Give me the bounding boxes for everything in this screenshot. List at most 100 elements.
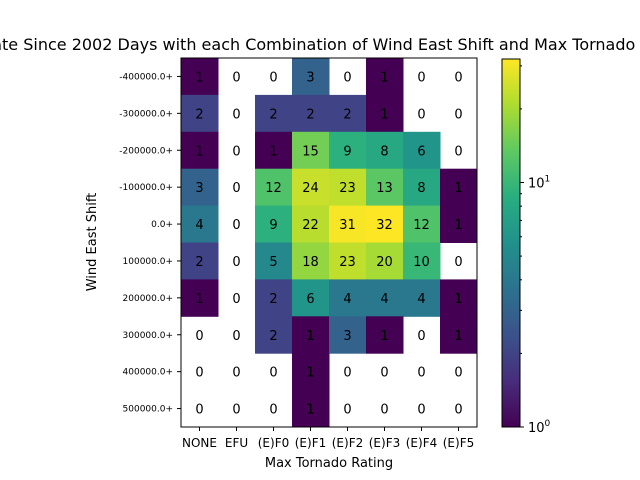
cell-labels: 1 0 0 3 0 1 0 02 0 2 2 2 1 0 01 0 1 15 9 8 6 03 0 12 24 23 13 8 14 0 9… [195, 70, 462, 417]
x-tick-label: EFU [225, 436, 248, 450]
cell-value-label: 9 [343, 144, 351, 159]
cell-value-label: 0 [343, 366, 351, 381]
cell-value-label: 4 [343, 292, 351, 307]
cell-value-label: 0 [454, 70, 462, 85]
cell-value-label: 13 [376, 181, 393, 196]
cell-value-label: 2 [269, 107, 277, 122]
cell-value-label: 1 [454, 292, 462, 307]
cell-value-label: 31 [339, 218, 356, 233]
heatmap-cell [255, 316, 293, 354]
cell-value-label: 2 [306, 107, 314, 122]
y-axis-ticks: -400000.0+ -300000.0+ -200000.0+ -100000.0+… [119, 72, 181, 415]
heatmap-cell [255, 131, 293, 170]
y-tick-label: -200000.0+ [119, 146, 173, 156]
cell-value-label: 0 [232, 329, 240, 344]
heatmap-cell [292, 390, 330, 428]
cell-value-label: 12 [413, 218, 430, 233]
cell-value-label: 1 [195, 292, 203, 307]
heatmap-cell [292, 279, 330, 317]
heatmap-cell [403, 242, 441, 280]
heatmap-cell [181, 242, 219, 280]
cell-value-label: 1 [306, 329, 314, 344]
y-tick-label: 500000.0+ [123, 405, 173, 415]
heatmap-cell [292, 205, 330, 243]
cell-value-label: 1 [454, 181, 462, 196]
heatmap-cell [403, 131, 441, 170]
heatmap-cell [366, 168, 404, 207]
colorbar-ticks: 100 101 [520, 65, 551, 436]
cell-value-label: 0 [269, 403, 277, 418]
cell-value-label: 0 [343, 403, 351, 418]
heatmap-cell [181, 131, 219, 170]
cell-value-label: 1 [306, 366, 314, 381]
cell-value-label: 2 [269, 329, 277, 344]
heatmap-cell [181, 168, 219, 207]
cell-value-label: 0 [343, 70, 351, 85]
heatmap-cell [366, 58, 404, 96]
cell-value-label: 3 [195, 181, 203, 196]
cell-value-label: 18 [302, 255, 319, 270]
heatmap-cell [440, 279, 478, 317]
heatmap-cell [329, 242, 367, 280]
heatmap-cell [366, 316, 404, 354]
heatmap-cell [366, 205, 404, 243]
heatmap-cell [403, 168, 441, 207]
cell-value-label: 0 [454, 366, 462, 381]
x-axis-label: Max Tornado Rating [265, 456, 393, 471]
colorbar-tick-label: 100 [528, 419, 551, 436]
heatmap-cell [329, 316, 367, 354]
heatmap-cell [440, 168, 478, 207]
y-tick-label: 300000.0+ [123, 331, 173, 341]
cell-value-label: 9 [269, 218, 277, 233]
cell-value-label: 10 [413, 255, 430, 270]
cell-value-label: 1 [380, 329, 388, 344]
cell-value-label: 0 [232, 70, 240, 85]
heatmap-cell [292, 168, 330, 207]
cell-value-label: 1 [269, 144, 277, 159]
heatmap-cell [255, 168, 293, 207]
cell-value-label: 3 [306, 70, 314, 85]
x-tick-label: (E)F0 [258, 436, 289, 450]
y-tick-label: 0.0+ [151, 220, 173, 230]
cell-value-label: 20 [376, 255, 393, 270]
cell-value-label: 0 [232, 403, 240, 418]
cell-value-label: 1 [195, 70, 203, 85]
cell-value-label: 1 [306, 403, 314, 418]
cell-value-label: 23 [339, 255, 356, 270]
heatmap-cell [329, 94, 367, 133]
cell-value-label: 1 [454, 329, 462, 344]
heatmap-cell [366, 242, 404, 280]
cell-value-label: 0 [232, 292, 240, 307]
cell-value-label: 0 [232, 144, 240, 159]
heatmap-cell [440, 316, 478, 354]
cell-value-label: 0 [232, 366, 240, 381]
heatmap-cell [181, 94, 219, 133]
y-tick-label: -100000.0+ [119, 183, 173, 193]
heatmap-cell [292, 316, 330, 354]
y-tick-label: 400000.0+ [123, 368, 173, 378]
cell-value-label: 0 [232, 107, 240, 122]
heatmap-cell [255, 242, 293, 280]
chart-title: Moderate Since 2002 Days with each Combi… [0, 35, 640, 54]
cell-value-label: 4 [380, 292, 388, 307]
heatmap-cell [292, 131, 330, 170]
heatmap-cell [440, 205, 478, 243]
x-tick-label: (E)F3 [369, 436, 400, 450]
heatmap-cell [329, 131, 367, 170]
y-tick-label: 100000.0+ [123, 257, 173, 267]
cell-value-label: 6 [306, 292, 314, 307]
y-tick-label: 200000.0+ [123, 294, 173, 304]
cell-value-label: 0 [417, 329, 425, 344]
cell-value-label: 6 [417, 144, 425, 159]
cell-value-label: 2 [195, 255, 203, 270]
cell-value-label: 8 [380, 144, 388, 159]
cell-value-label: 0 [380, 403, 388, 418]
heatmap-cell [292, 94, 330, 133]
cell-value-label: 0 [417, 366, 425, 381]
cell-value-label: 0 [454, 107, 462, 122]
cell-value-label: 0 [454, 144, 462, 159]
heatmap-cell [181, 58, 219, 96]
heatmap-cell [366, 94, 404, 133]
cell-value-label: 2 [343, 107, 351, 122]
